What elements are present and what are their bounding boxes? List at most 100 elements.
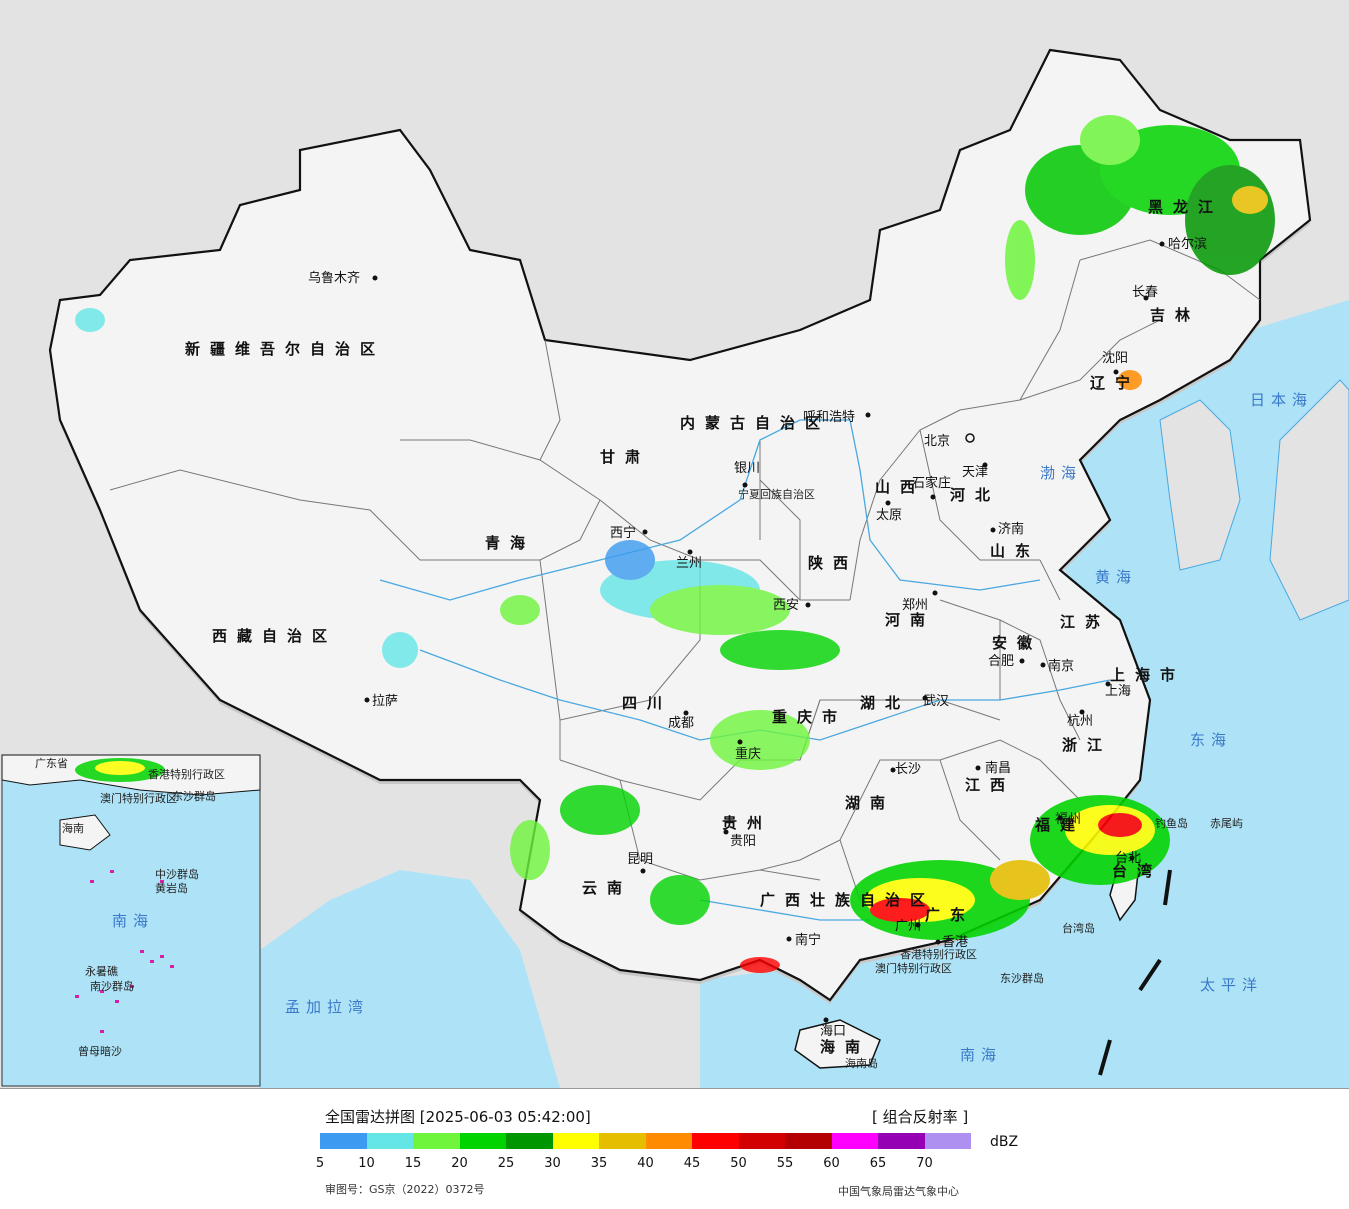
label-jiangsu: 江苏 (1060, 613, 1110, 631)
label-henan: 河南 (885, 611, 935, 629)
label-chiwei: 赤尾屿 (1210, 817, 1243, 830)
label-guangdong: 广东 (925, 906, 975, 924)
color-bin-11 (831, 1133, 878, 1149)
label-hunan: 湖南 (845, 794, 895, 812)
city-shijiazhuang: 石家庄 (912, 475, 951, 491)
city-hongkong: 香港 (942, 935, 968, 950)
city-hefei: 合肥 (988, 654, 1014, 669)
label-hainan: 海南 (820, 1038, 870, 1056)
sea-labels: 日本海 渤海 黄海 东海 太平洋 南海 孟加拉湾 香港特别行政区 澳门特别行政区… (285, 391, 1313, 1070)
city-hangzhou: 杭州 (1067, 714, 1093, 729)
label-anhui: 安徽 (992, 634, 1042, 652)
tick-label: 50 (730, 1156, 747, 1171)
city-zhengzhou: 郑州 (902, 598, 928, 613)
city-xining: 西宁 (610, 525, 636, 541)
legend-product: [ 组合反射率 ] (872, 1108, 969, 1126)
inset-huangyan: 黄岩岛 (155, 881, 188, 895)
label-xinjiang: 新疆维吾尔自治区 (185, 340, 385, 358)
china-land (48, 48, 1312, 1002)
city-fuzhou: 福州 (1055, 812, 1081, 827)
tick-label: 20 (451, 1156, 468, 1171)
label-hebei: 河北 (950, 486, 1000, 504)
legend-title: 全国雷达拼图 [2025-06-03 05:42:00] (325, 1108, 591, 1126)
sea-pacific: 太平洋 (1200, 976, 1263, 994)
city-nanchang: 南昌 (985, 760, 1011, 776)
label-taiwan-island: 台湾岛 (1062, 921, 1095, 935)
city-harbin: 哈尔滨 (1168, 236, 1207, 252)
label-chongqing: 重庆市 (772, 708, 847, 726)
city-urumqi: 乌鲁木齐 (308, 270, 360, 286)
city-chengdu: 成都 (668, 716, 694, 731)
label-shandong: 山东 (990, 542, 1040, 560)
inset-zhongsha: 中沙群岛 (155, 867, 199, 881)
city-jinan: 济南 (998, 521, 1024, 537)
inset-zengmu: 曾母暗沙 (78, 1044, 122, 1058)
sea-south: 南海 (960, 1046, 1002, 1064)
label-hk-sar: 香港特别行政区 (900, 947, 977, 961)
color-bin-9 (738, 1133, 785, 1149)
legend-unit: dBZ (990, 1134, 1019, 1150)
color-bin-8 (692, 1133, 739, 1149)
label-neimenggu: 内蒙古自治区 (680, 414, 830, 432)
label-qinghai: 青海 (485, 534, 535, 552)
city-yinchuan: 银川 (734, 461, 760, 476)
label-taiwan: 台湾 (1112, 862, 1162, 880)
label-yunnan: 云南 (582, 879, 632, 897)
sea-bengal: 孟加拉湾 (285, 998, 369, 1016)
label-diaoyu: 钓鱼岛 (1155, 816, 1188, 830)
city-shanghai: 上海 (1105, 684, 1131, 699)
inset-dongsha: 东沙群岛 (172, 789, 216, 803)
city-wuhan: 武汉 (923, 694, 949, 709)
radar-map[interactable]: 新疆维吾尔自治区 西藏自治区 青海 甘肃 内蒙古自治区 黑龙江 吉林 辽宁 河北… (0, 0, 1349, 1088)
city-lanzhou: 兰州 (676, 556, 702, 571)
radar-legend: 全国雷达拼图 [2025-06-03 05:42:00] [ 组合反射率 ] 5… (0, 1088, 1349, 1209)
label-hainan-island: 海南岛 (845, 1056, 878, 1070)
color-bin-1 (366, 1133, 413, 1149)
label-shanghai: 上海市 (1110, 666, 1185, 684)
label-macau-sar: 澳门特别行政区 (875, 961, 952, 975)
color-bin-3 (459, 1133, 506, 1149)
label-jiangxi: 江西 (965, 776, 1015, 794)
label-shaanxi: 陕西 (808, 554, 858, 572)
city-taiyuan: 太原 (876, 508, 902, 523)
sea-yellow: 黄海 (1095, 568, 1137, 586)
tick-label: 30 (544, 1156, 561, 1171)
label-ningxia: 宁夏回族自治区 (738, 487, 815, 501)
color-bin-2 (413, 1133, 460, 1149)
city-shenyang: 沈阳 (1102, 351, 1128, 366)
south-china-sea-inset (1, 754, 261, 1087)
tick-label: 35 (590, 1156, 608, 1171)
inset-hk: 香港特别行政区 (148, 767, 225, 781)
inset-south-sea: 南海 (112, 912, 154, 930)
tick-label: 40 (637, 1156, 654, 1171)
color-bin-6 (599, 1133, 646, 1149)
city-taipei: 台北 (1115, 851, 1141, 866)
color-bin-12 (878, 1133, 925, 1149)
city-labels: 乌鲁木齐 拉萨 西宁 兰州 银川 呼和浩特 北京 天津 石家庄 太原 西安 郑州… (308, 236, 1207, 1039)
city-guangzhou: 广州 (895, 919, 921, 934)
label-dongsha: 东沙群岛 (1000, 971, 1044, 985)
color-bin-7 (645, 1133, 692, 1149)
city-huhehaote: 呼和浩特 (803, 410, 855, 425)
hainan-island (794, 1019, 881, 1069)
sea-japan: 日本海 (1250, 391, 1313, 409)
sea-bohai: 渤海 (1040, 464, 1082, 482)
source-credit: 中国气象局雷达气象中心 (838, 1185, 959, 1198)
label-zhejiang: 浙江 (1062, 736, 1112, 754)
inset-macau: 澳门特别行政区 (100, 791, 177, 805)
tick-label: 70 (916, 1156, 933, 1171)
inset-nansha: 南沙群岛 (90, 979, 134, 993)
tick-label: 55 (776, 1156, 794, 1171)
city-nanjing: 南京 (1048, 658, 1074, 674)
city-haikou: 海口 (820, 1024, 846, 1039)
label-shanxi: 山西 (875, 478, 925, 496)
inset-hainan: 海南 (62, 821, 84, 835)
tick-label: 15 (404, 1156, 422, 1171)
color-bin-4 (506, 1133, 553, 1149)
label-xizang: 西藏自治区 (212, 627, 337, 645)
inset-yongshu: 永暑礁 (85, 964, 118, 978)
label-guangxi: 广西壮族自治区 (760, 891, 935, 909)
inset-guangdong: 广东省 (35, 757, 68, 770)
label-gansu: 甘肃 (600, 448, 650, 466)
city-guiyang: 贵阳 (730, 834, 756, 849)
